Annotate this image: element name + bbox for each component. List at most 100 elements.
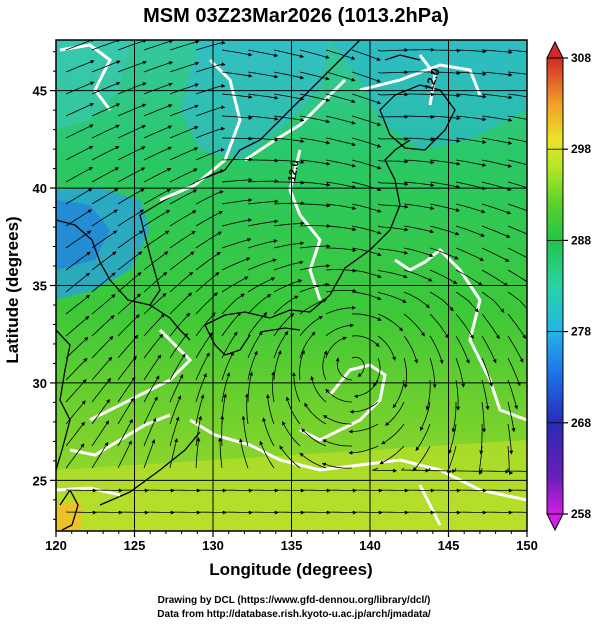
streamline-180 [65,251,91,271]
streamline-66 [377,114,409,119]
streamline-251 [507,335,524,363]
streamline-5 [195,40,226,51]
streamline-3 [143,40,174,51]
streamline-83 [351,137,382,148]
streamline-104 [429,159,461,166]
streamline-101 [351,159,382,170]
streamline-64 [325,115,356,125]
streamline-276 [221,351,234,381]
streamline-353 [321,462,353,469]
streamline-51 [455,93,487,99]
streamline-28 [325,71,356,82]
streamline-49 [404,92,435,97]
streamline-211 [403,291,430,309]
x-axis-ticks: 120 125 130 135 140 145 150 [45,531,538,553]
streamline-110 [117,167,146,183]
streamline-7 [247,49,279,58]
colorbar-tick-label-268: 268 [571,416,591,430]
colorbar-tick-label-298: 298 [571,142,591,156]
streamline-90 [65,145,94,161]
streamline-249 [455,335,470,364]
streamline-395 [507,511,527,513]
streamline-55 [91,103,121,117]
streamline-162 [65,230,92,249]
streamline-0 [65,40,95,51]
streamline-163 [91,230,118,249]
streamline-160 [481,225,511,238]
x-tick-label-130: 130 [202,538,224,553]
streamline-328 [169,416,180,447]
colorbar-tick-label-308: 308 [571,51,591,65]
coastlines [56,40,456,531]
streamline-185 [195,251,221,271]
y-tick-label-40: 40 [33,181,47,196]
streamline-19 [91,60,121,73]
streamline-323 [507,423,514,455]
streamline-293 [195,373,207,403]
streamline-209 [351,291,382,301]
streamline-11 [351,49,381,61]
streamline-45 [299,93,330,102]
streamline-277 [247,350,258,381]
streamline-193 [403,269,433,282]
streamline-137 [351,203,382,213]
streamline-135 [300,203,331,208]
streamline-105 [455,159,487,167]
streamline-369 [299,488,331,493]
streamline-262 [325,336,347,359]
streamline-81 [299,137,331,145]
streamline-256 [169,332,188,359]
streamline-183 [143,251,169,271]
y-tick-label-35: 35 [33,279,47,294]
streamline-151 [247,219,279,227]
streamline-21 [143,61,174,73]
streamline-30 [377,70,409,75]
streamline-326 [117,418,133,447]
colorbar-tick-label-278: 278 [571,325,591,339]
streamline-25 [247,71,279,79]
streamline-311 [195,394,205,425]
streamline-78 [222,136,253,141]
streamline-71 [507,115,527,120]
streamline-246 [377,335,396,361]
streamline-189 [299,263,331,271]
streamline-223 [247,294,272,315]
streamline-2 [117,40,148,51]
streamline-50 [429,93,461,98]
streamline-367 [247,488,279,493]
streamline-334 [301,428,327,447]
streamline-155 [351,225,382,235]
streamline-22 [169,61,200,73]
y-axis-ticks: 25 30 35 40 45 [33,51,56,520]
streamline-208 [325,288,357,293]
streamline-269 [507,357,521,387]
streamline-356 [427,467,457,473]
streamline-253 [91,335,114,359]
streamline-230 [429,313,449,339]
streamline-173 [351,247,382,257]
streamline-62 [273,115,305,122]
streamline-20 [117,60,147,73]
streamline-320 [415,423,431,452]
streamline-192 [377,269,408,279]
streamline-56 [117,103,147,117]
streamline-82 [325,137,356,147]
streamline-186 [221,257,251,271]
streamline-247 [403,335,419,364]
streamline-174 [377,247,409,255]
streamline-16 [481,49,513,55]
streamline-390 [377,510,409,515]
streamline-290 [117,376,136,403]
streamline-46 [325,93,356,104]
streamline-176 [429,247,459,260]
streamline-32 [429,70,461,75]
streamline-284 [425,379,431,411]
streamline-165 [143,230,170,249]
streamline-358 [481,467,510,474]
streamline-129 [143,189,171,205]
streamline-133 [247,199,279,205]
streamline-75 [143,125,173,139]
streamline-147 [143,209,171,227]
streamline-220 [169,292,193,315]
